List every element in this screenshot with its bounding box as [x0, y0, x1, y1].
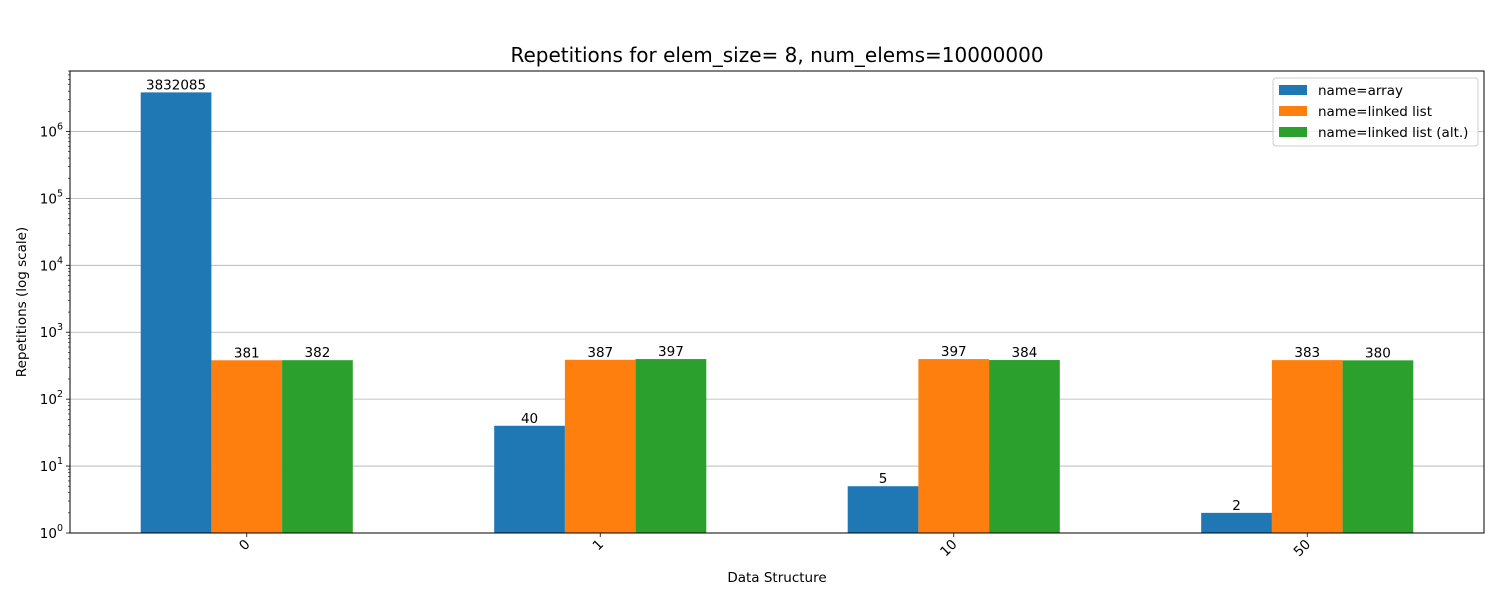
x-tick-label: 0 [236, 537, 253, 554]
bar [211, 360, 283, 533]
y-tick-exponent: 1 [57, 456, 63, 467]
y-tick-base: 10 [40, 325, 57, 341]
bar-value-label: 381 [234, 345, 260, 361]
x-tick-label: 50 [1291, 537, 1314, 560]
y-tick-exponent: 0 [57, 523, 63, 534]
bar-value-label: 384 [1012, 345, 1038, 361]
bar [918, 359, 990, 533]
x-axis: 0 1 10 50 [236, 533, 1314, 560]
y-tick-label: 104 [40, 255, 63, 274]
bar [1201, 512, 1272, 533]
bar-value-label: 387 [587, 345, 613, 361]
y-tick-base: 10 [40, 459, 57, 475]
bar-value-label: 380 [1365, 345, 1391, 361]
y-tick-label: 103 [40, 322, 63, 341]
legend-label: name=linked list [1318, 104, 1432, 120]
bar-value-label: 397 [941, 344, 967, 360]
y-tick-base: 10 [40, 392, 57, 408]
bar [847, 486, 919, 533]
bar-value-label: 397 [658, 344, 684, 360]
bar [140, 92, 212, 533]
y-tick-label: 101 [40, 456, 63, 475]
plot-area-frame [69, 70, 1485, 534]
y-tick-base: 10 [40, 191, 57, 207]
y-tick-exponent: 3 [57, 322, 63, 333]
bar-value-label: 40 [521, 411, 538, 427]
legend-label: name=linked list (alt.) [1318, 125, 1468, 141]
legend: name=array name=linked list name=linked li… [1272, 77, 1479, 147]
bar [1342, 360, 1414, 533]
x-tick-label: 10 [937, 537, 960, 560]
bar-value-label: 3832085 [146, 77, 206, 93]
y-tick-base: 10 [40, 124, 57, 140]
bar [282, 360, 353, 533]
bar-value-label: 382 [305, 345, 331, 361]
bar-value-label: 383 [1294, 345, 1320, 361]
y-tick-base: 10 [40, 526, 57, 542]
x-tick-label: 1 [590, 537, 607, 554]
legend-swatch [1279, 106, 1307, 116]
y-tick-label: 100 [40, 523, 63, 542]
y-tick-label: 106 [40, 121, 63, 140]
y-tick-exponent: 6 [57, 121, 63, 132]
data-labels: 3832085 381 382 40 387 397 5 397 384 2 383 380 [146, 77, 1391, 513]
bar-value-label: 5 [879, 471, 888, 487]
y-tick-exponent: 4 [57, 255, 63, 266]
y-tick-base: 10 [40, 258, 57, 274]
legend-swatch [1279, 127, 1307, 137]
legend-label: name=array [1318, 83, 1403, 99]
chart-title: Repetitions for elem_size= 8, num_elems=… [510, 43, 1043, 67]
bars [140, 92, 1414, 533]
legend-frame [1272, 77, 1479, 147]
y-tick-exponent: 2 [57, 389, 63, 400]
y-tick-label: 102 [40, 389, 63, 408]
bar [494, 425, 565, 533]
bar [635, 359, 707, 533]
x-axis-label: Data Structure [727, 570, 826, 586]
bar [564, 359, 636, 533]
bar [989, 360, 1060, 533]
y-tick-exponent: 5 [57, 188, 63, 199]
y-tick-label: 105 [40, 188, 63, 207]
y-axis-label: Repetitions (log scale) [14, 227, 30, 377]
legend-swatch [1279, 85, 1307, 95]
bar [1271, 360, 1343, 533]
bar-value-label: 2 [1232, 498, 1241, 514]
